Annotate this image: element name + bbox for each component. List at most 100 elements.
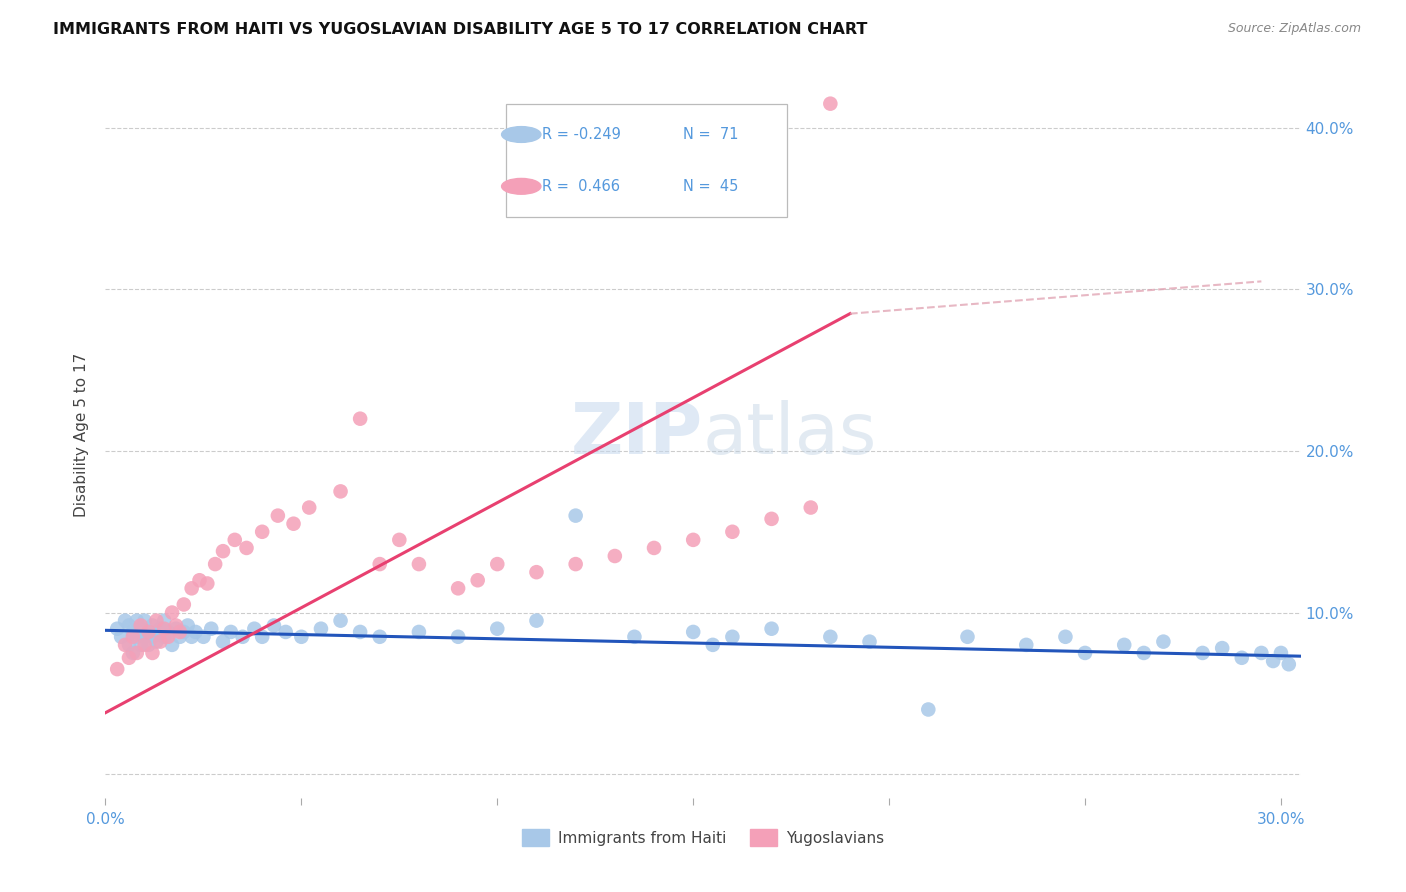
Point [138, 624, 160, 639]
Point [169, 630, 191, 644]
Y-axis label: Disability Age 5 to 17: Disability Age 5 to 17 [75, 352, 90, 517]
Point [1261, 654, 1284, 668]
Point [349, 411, 371, 425]
Point [204, 557, 226, 571]
Point [388, 533, 411, 547]
Point [408, 624, 430, 639]
Legend: Immigrants from Haiti, Yugoslavians: Immigrants from Haiti, Yugoslavians [516, 822, 890, 853]
Point [180, 582, 202, 596]
Point [564, 557, 586, 571]
Point [145, 624, 167, 639]
Point [125, 630, 148, 644]
Point [105, 622, 128, 636]
Point [129, 618, 152, 632]
Point [122, 630, 145, 644]
Point [173, 598, 195, 612]
Text: atlas: atlas [703, 401, 877, 469]
Point [114, 638, 136, 652]
Point [212, 634, 235, 648]
Point [219, 624, 242, 639]
Point [1074, 646, 1097, 660]
Point [195, 576, 218, 591]
Point [232, 630, 254, 644]
Point [149, 622, 172, 636]
Point [177, 618, 200, 632]
Point [1054, 630, 1077, 644]
Point [153, 622, 176, 636]
Point [141, 646, 163, 660]
Point [122, 646, 145, 660]
Point [224, 533, 246, 547]
Point [1015, 638, 1038, 652]
Point [447, 582, 470, 596]
Point [800, 500, 823, 515]
Point [193, 630, 215, 644]
Point [145, 614, 167, 628]
Point [125, 614, 148, 628]
Point [682, 624, 704, 639]
Point [118, 650, 141, 665]
Point [761, 512, 783, 526]
Point [125, 646, 148, 660]
Point [917, 702, 939, 716]
Point [134, 638, 156, 652]
Point [165, 622, 187, 636]
Point [1191, 646, 1213, 660]
Point [141, 630, 163, 644]
Point [134, 630, 156, 644]
Point [1270, 646, 1292, 660]
Point [138, 624, 160, 639]
Point [329, 614, 352, 628]
Point [235, 541, 257, 555]
Point [118, 618, 141, 632]
Point [721, 524, 744, 539]
Point [165, 618, 187, 632]
Point [200, 622, 222, 636]
Point [138, 638, 160, 652]
Point [486, 557, 509, 571]
Point [447, 630, 470, 644]
Point [702, 638, 724, 652]
Point [157, 624, 180, 639]
Point [212, 544, 235, 558]
Text: IMMIGRANTS FROM HAITI VS YUGOSLAVIAN DISABILITY AGE 5 TO 17 CORRELATION CHART: IMMIGRANTS FROM HAITI VS YUGOSLAVIAN DIS… [53, 22, 868, 37]
Point [283, 516, 305, 531]
Point [368, 557, 391, 571]
Point [820, 96, 842, 111]
Text: ZIP: ZIP [571, 401, 703, 469]
Point [173, 624, 195, 639]
Point [368, 630, 391, 644]
Point [153, 614, 176, 628]
Point [721, 630, 744, 644]
Point [129, 622, 152, 636]
Point [122, 624, 145, 639]
Point [250, 630, 273, 644]
Point [184, 624, 207, 639]
Point [290, 630, 312, 644]
Point [408, 557, 430, 571]
Point [153, 630, 176, 644]
Text: Source: ZipAtlas.com: Source: ZipAtlas.com [1227, 22, 1361, 36]
Point [160, 638, 183, 652]
Point [298, 500, 321, 515]
Point [250, 524, 273, 539]
Point [309, 622, 332, 636]
Point [149, 634, 172, 648]
Point [118, 638, 141, 652]
Point [643, 541, 665, 555]
Point [1114, 638, 1136, 652]
Point [110, 630, 132, 644]
Point [145, 634, 167, 648]
Point [956, 630, 979, 644]
Point [761, 622, 783, 636]
Point [603, 549, 626, 563]
Point [526, 565, 548, 579]
Point [329, 484, 352, 499]
Point [1230, 650, 1253, 665]
Point [564, 508, 586, 523]
Point [157, 630, 180, 644]
Point [526, 614, 548, 628]
Point [160, 606, 183, 620]
Point [858, 634, 880, 648]
Point [134, 614, 156, 628]
